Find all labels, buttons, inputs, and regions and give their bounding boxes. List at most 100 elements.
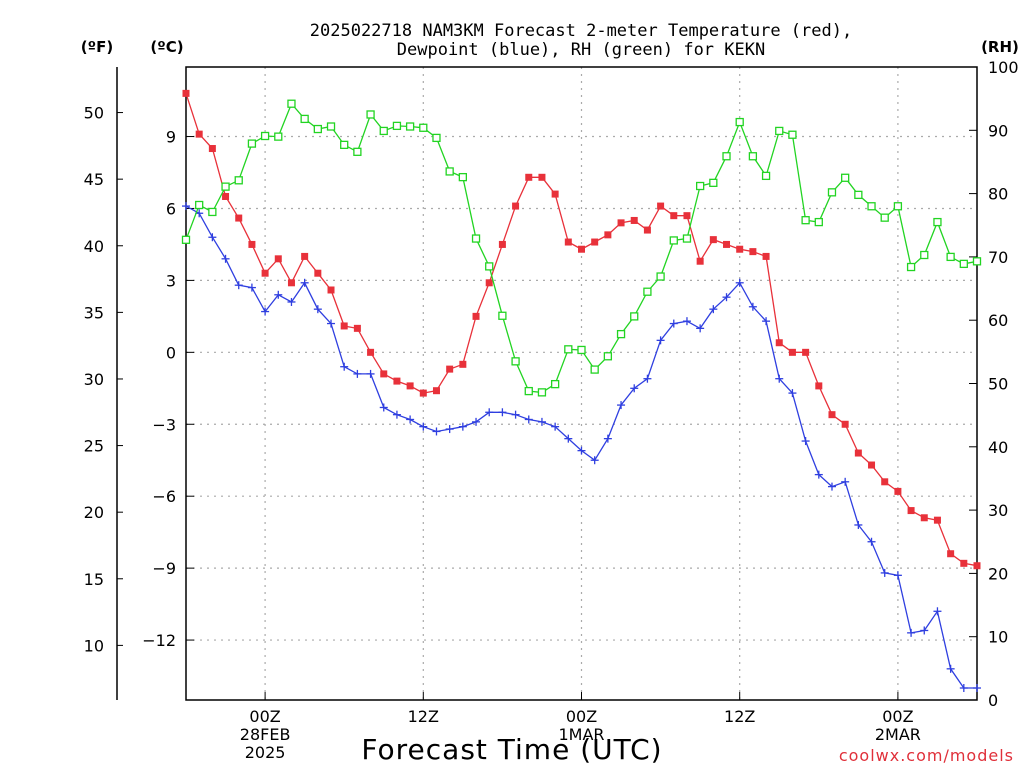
temperature-point (670, 212, 678, 220)
dewpoint-point (406, 415, 415, 424)
dewpoint-point (472, 417, 481, 426)
temperature-point (947, 550, 955, 558)
rh-point (458, 172, 468, 182)
rh-point (893, 202, 903, 211)
rh-point (933, 217, 942, 227)
dewpoint-point (261, 307, 270, 316)
temperature-point (775, 339, 783, 347)
temperature-point (485, 279, 493, 287)
dewpoint-point (590, 456, 599, 465)
dewpoint-point (300, 278, 309, 287)
dewpoint-point (801, 437, 810, 446)
dewpoint-point (867, 537, 876, 546)
rh-point (274, 132, 283, 141)
temperature-point (551, 190, 559, 198)
rh-point (247, 139, 257, 148)
rh-point (775, 126, 784, 136)
temperature-point (762, 252, 770, 260)
temperature-point (287, 279, 295, 287)
temperature-point (301, 252, 309, 260)
dewpoint-point (959, 684, 968, 693)
dewpoint-point (419, 422, 428, 431)
rh-point (682, 234, 692, 243)
celsius-tick-label: 9 (166, 128, 176, 147)
rh-tick-label: 30 (988, 501, 1008, 520)
rh-point (234, 176, 243, 185)
dewpoint-point (445, 425, 454, 434)
rh-point (550, 379, 560, 389)
rh-tick-label: 70 (988, 248, 1008, 267)
rh-point (208, 207, 217, 217)
x-tick-label: 12Z (724, 707, 755, 726)
temperature-point (736, 245, 744, 253)
rh-tick-label: 10 (988, 628, 1008, 647)
temperature-point (683, 212, 691, 220)
dewpoint-point (564, 434, 573, 443)
rh-point (524, 386, 533, 396)
rh-point (616, 329, 626, 339)
temperature-point (314, 269, 322, 277)
temperature-point (578, 245, 585, 253)
x-tick-label: 00Z (249, 707, 280, 726)
dewpoint-point (788, 389, 797, 398)
temperature-point (828, 411, 836, 419)
rh-point (972, 257, 982, 266)
dewpoint-point (735, 278, 744, 287)
rh-point (485, 262, 494, 271)
celsius-tick-label: −9 (152, 559, 176, 578)
rh-unit-label: (RH) (981, 38, 1019, 56)
rh-point (748, 152, 758, 161)
dewpoint-point (537, 417, 546, 426)
fahrenheit-tick-label: 20 (84, 503, 104, 522)
dewpoint-point (524, 415, 533, 424)
dewpoint-series (182, 202, 981, 693)
rh-point (260, 131, 270, 141)
rh-tick-label: 50 (988, 375, 1008, 394)
temperature-point (643, 226, 651, 234)
dewpoint-point (696, 324, 705, 333)
x-tick-label: 00Z (882, 707, 913, 726)
dewpoint-point (603, 434, 612, 443)
temperature-point (459, 360, 467, 368)
rh-point (326, 122, 336, 131)
dewpoint-point (973, 684, 981, 693)
dewpoint-point (762, 317, 771, 326)
temperature-point (960, 559, 968, 567)
rh-point (669, 236, 678, 245)
rh-point (880, 213, 889, 222)
temperature-point (222, 192, 230, 200)
temperature-point (604, 231, 612, 239)
fahrenheit-tick-label: 35 (84, 303, 104, 322)
dewpoint-point (221, 254, 230, 263)
rh-point (340, 140, 349, 150)
temperature-point (419, 389, 427, 397)
rh-point (709, 178, 718, 187)
credit-text: coolwx.com/models (839, 746, 1014, 765)
temperature-point (841, 420, 849, 428)
rh-point (537, 388, 547, 397)
rh-point (920, 250, 929, 260)
rh-point (392, 121, 402, 131)
x-tick-label: 2MAR (875, 725, 921, 744)
rh-point (827, 188, 837, 197)
rh-point (867, 202, 876, 211)
dewpoint-point (287, 297, 296, 306)
temperature-point (881, 478, 889, 486)
temperature-point (446, 365, 454, 373)
rh-point (761, 171, 771, 181)
temperature-point (564, 238, 572, 246)
temperature-point (907, 507, 915, 515)
temperature-point (854, 449, 862, 457)
rh-point (195, 200, 204, 210)
rh-point (353, 147, 362, 156)
dewpoint-point (485, 408, 494, 417)
temperature-point (432, 387, 440, 395)
dewpoint-point (313, 305, 322, 314)
rh-point (841, 173, 850, 182)
dewpoint-point (432, 427, 441, 436)
rh-point (946, 252, 955, 262)
celsius-tick-label: −12 (142, 631, 176, 650)
dewpoint-point (946, 664, 955, 673)
